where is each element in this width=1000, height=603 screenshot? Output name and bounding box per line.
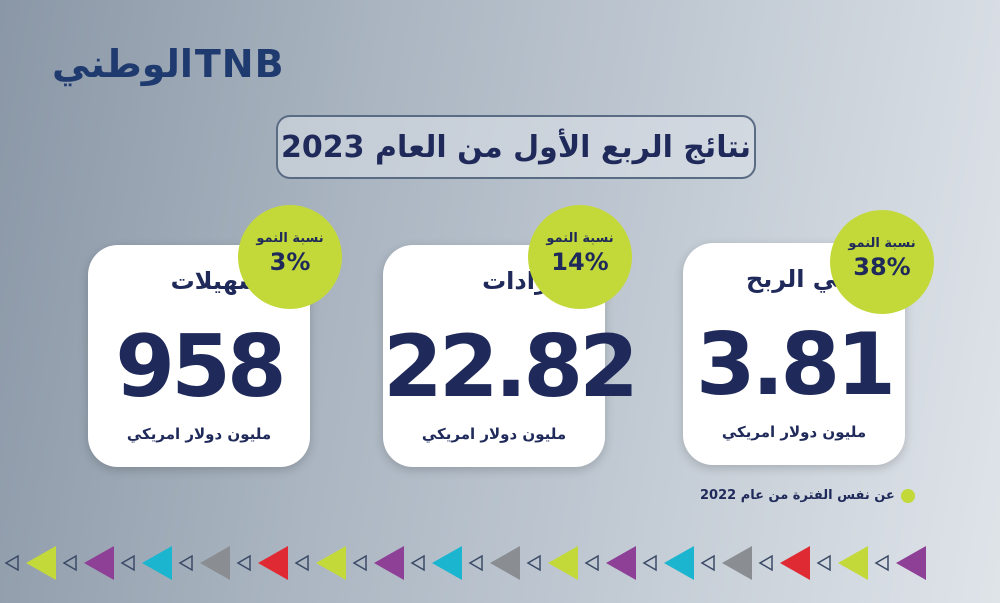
card-value: 3.81 bbox=[695, 315, 896, 415]
growth-badge: نسبة النمو 3% bbox=[238, 205, 342, 309]
growth-label: نسبة النمو bbox=[546, 231, 614, 246]
growth-value: 3% bbox=[269, 248, 311, 276]
card-value: 958 bbox=[115, 317, 287, 417]
footnote: عن نفس الفترة من عام 2022 bbox=[700, 488, 915, 503]
growth-badge: نسبة النمو 38% bbox=[830, 210, 934, 314]
logo-arabic: الوطني bbox=[52, 42, 193, 86]
card: التسهيلات 958 مليون دولار امريكي bbox=[88, 245, 310, 467]
card-value: 22.82 bbox=[383, 317, 639, 417]
filled-triangles bbox=[26, 546, 926, 580]
card-unit: مليون دولار امريكي bbox=[421, 425, 567, 443]
footnote-text: عن نفس الفترة من عام 2022 bbox=[700, 488, 895, 503]
logo-latin: TNB bbox=[194, 42, 285, 86]
card-unit: مليون دولار امريكي bbox=[126, 425, 272, 443]
outline-triangles bbox=[4, 554, 889, 572]
title: نتائج الربع الأول من العام 2023 bbox=[276, 115, 756, 179]
growth-value: 14% bbox=[551, 248, 609, 276]
growth-value: 38% bbox=[853, 253, 911, 281]
growth-label: نسبة النمو bbox=[256, 231, 324, 246]
card-unit: مليون دولار امريكي bbox=[721, 423, 867, 441]
footnote-dot bbox=[900, 488, 915, 503]
logo: الوطني TNB bbox=[52, 42, 285, 86]
decorative-triangles bbox=[4, 546, 926, 580]
growth-label: نسبة النمو bbox=[848, 236, 916, 251]
growth-badge: نسبة النمو 14% bbox=[528, 205, 632, 309]
